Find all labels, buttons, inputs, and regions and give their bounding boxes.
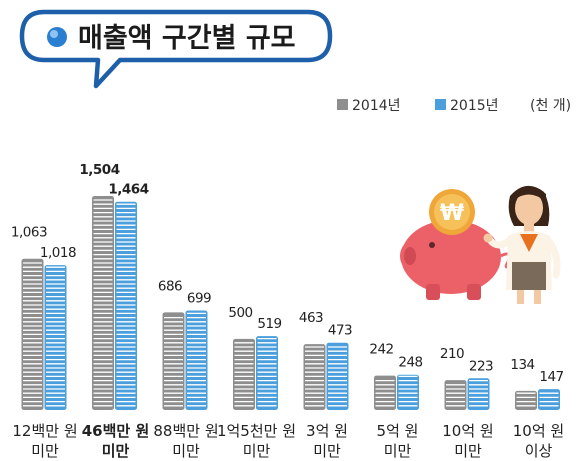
value-label-2014-5: 242 [369,342,393,358]
bar-2014-7 [515,390,537,410]
category-label-6-line-1: 미만 [454,442,482,460]
value-label-2015-3: 519 [257,316,281,332]
value-label-2015-2: 699 [187,291,211,307]
value-label-2014-4: 463 [299,310,323,326]
value-label-2014-7: 134 [510,357,534,373]
coin-symbol: ₩ [440,201,464,226]
bar-2014-5 [374,375,396,410]
bar-2015-5 [397,374,419,410]
value-label-2015-6: 223 [469,358,493,374]
bar-2015-4 [326,342,349,410]
won-coin-icon: ₩ [429,189,475,235]
category-labels-group: 12백만 원미만 46백만 원미만 88백만 원미만 1억5천만 원미만 3억 원미만 5… [12,422,564,460]
bar-2014-0 [21,258,44,410]
legend-swatch-2014 [337,99,348,110]
value-label-2014-3: 500 [228,305,252,321]
legend-label-2014: 2014년 [352,98,401,114]
bar-2015-1 [115,201,137,410]
bar-2015-6 [467,378,490,410]
bar-2015-7 [538,389,560,410]
value-label-2015-5: 248 [398,355,422,371]
bar-2015-3 [256,336,278,410]
legend: 2014년 2015년 (천 개) [337,98,571,114]
category-label-2-line-1: 미만 [172,442,200,460]
bar-2014-2 [162,312,185,410]
category-label-7-line-0: 10억 원 [513,422,564,440]
bar-2014-1 [92,196,114,410]
illustration: ₩ [400,185,561,304]
category-label-3-line-0: 1억5천만 원 [217,422,296,440]
category-label-5-line-1: 미만 [384,442,412,460]
category-label-1-line-0: 46백만 원 [82,422,150,440]
value-label-2015-0: 1,018 [40,245,76,261]
value-label-2015-1: 1,464 [108,182,148,198]
value-label-2015-4: 473 [328,323,352,339]
category-label-4-line-1: 미만 [313,442,341,460]
title-speech-bubble [19,9,333,89]
bar-2015-2 [185,310,208,410]
bar-2014-3 [233,338,255,410]
category-label-5-line-0: 5억 원 [377,422,419,440]
value-label-2014-6: 210 [440,346,464,362]
bar-2014-4 [303,344,326,410]
businesswoman-icon [483,185,561,304]
legend-swatch-2015 [435,99,446,110]
value-labels-group: 1,063 1,018 1,504 1,464 686 699 500 519 463 473 24… [11,162,564,385]
unit-label: (천 개) [530,98,571,114]
category-label-7-line-1: 이상 [525,442,553,460]
legend-label-2015: 2015년 [450,98,499,114]
value-label-2014-0: 1,063 [11,225,47,241]
value-label-2014-2: 686 [158,278,182,294]
bullet-dot-icon [47,27,67,47]
chart-title: 매출액 구간별 규모 [78,23,296,54]
category-label-1-line-1: 미만 [102,442,130,460]
bar-2014-6 [444,380,467,410]
category-label-0-line-0: 12백만 원 [12,422,77,440]
category-label-4-line-0: 3억 원 [306,422,348,440]
value-label-2014-1: 1,504 [79,162,119,178]
bar-2015-0 [44,265,67,410]
title-banner: 매출액 구간별 규모 [19,9,333,89]
category-label-6-line-0: 10억 원 [442,422,493,440]
bars-group [21,196,560,410]
category-label-3-line-1: 미만 [243,442,271,460]
piggy-bank-icon [400,210,513,300]
category-label-0-line-1: 미만 [31,442,59,460]
category-label-2-line-0: 88백만 원 [153,422,218,440]
value-label-2015-7: 147 [539,369,563,385]
